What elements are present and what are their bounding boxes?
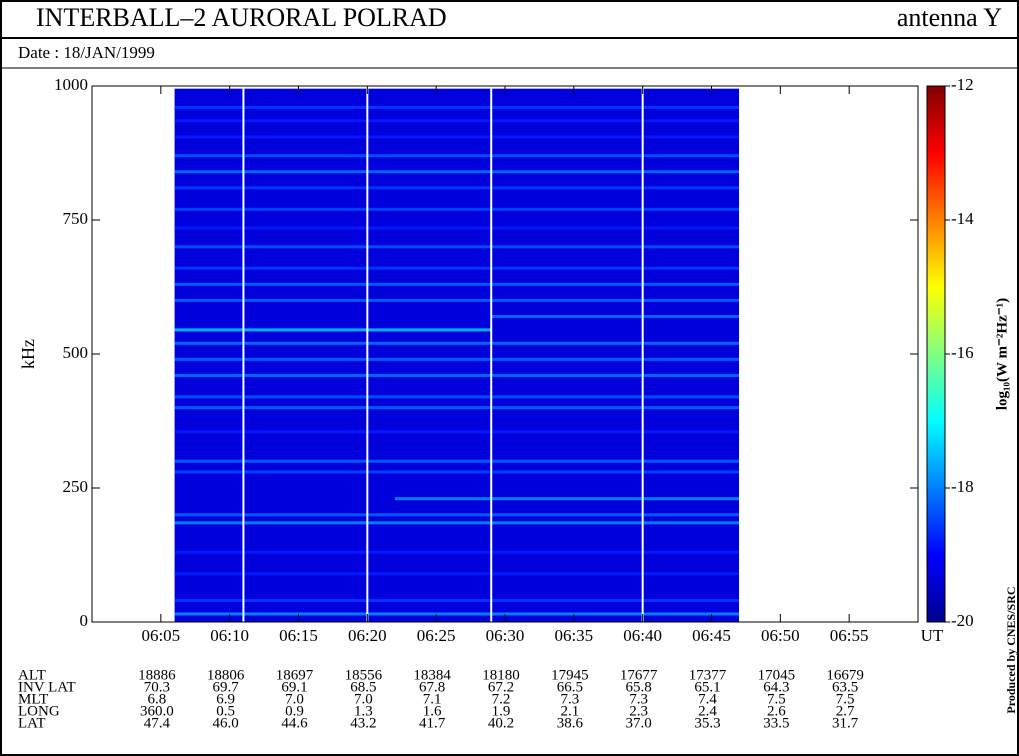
colorbar-tick-label: -14 xyxy=(951,209,974,228)
emission-band xyxy=(175,406,739,409)
emission-band xyxy=(175,612,739,615)
credit: Produced by CNES/SRC xyxy=(1004,586,1018,713)
chart: INTERBALL–2 AURORAL POLRAD antenna Y Dat… xyxy=(0,0,1019,756)
emission-band xyxy=(175,460,739,463)
emission-band xyxy=(175,267,739,270)
emission-band xyxy=(175,470,739,473)
emission-band xyxy=(175,299,739,302)
ephemeris-value: 38.6 xyxy=(557,715,584,731)
ephemeris-value: 31.7 xyxy=(832,715,859,731)
ephemeris-value: 41.7 xyxy=(419,715,446,731)
x-tick-label: 06:10 xyxy=(210,626,249,645)
ephemeris-value: 43.2 xyxy=(350,715,376,731)
ephemeris-value: 37.0 xyxy=(626,715,652,731)
colorbar-label: log₁₀(W m⁻²Hz⁻¹) xyxy=(994,298,1010,410)
emission-band xyxy=(175,374,739,377)
ephemeris-value: 47.4 xyxy=(144,715,171,731)
emission-band xyxy=(175,342,739,345)
emission-band xyxy=(175,208,739,211)
y-tick-label: 0 xyxy=(80,611,89,630)
y-tick-label: 250 xyxy=(63,477,89,496)
emission-band xyxy=(175,135,739,138)
emission-band xyxy=(175,551,739,554)
x-tick-label: 06:25 xyxy=(417,626,456,645)
colorbar-tick-label: -20 xyxy=(951,611,974,630)
x-tick-label: 06:30 xyxy=(486,626,525,645)
emission-band xyxy=(491,315,739,318)
emission-band xyxy=(175,245,739,248)
x-tick-label: 06:50 xyxy=(761,626,800,645)
emission-band xyxy=(175,430,739,433)
emission-band xyxy=(175,154,739,157)
y-tick-label: 500 xyxy=(63,343,89,362)
ephemeris-value: 46.0 xyxy=(213,715,239,731)
ephemeris-label: LAT xyxy=(18,715,46,731)
x-tick-label: 06:05 xyxy=(141,626,180,645)
emission-band xyxy=(175,599,739,602)
y-tick-label: 1000 xyxy=(54,75,88,94)
colorbar-tick-label: -12 xyxy=(951,75,974,94)
colorbar-tick-label: -16 xyxy=(951,343,974,362)
x-tick-label: 06:55 xyxy=(830,626,869,645)
ephemeris-value: 44.6 xyxy=(281,715,308,731)
emission-band xyxy=(175,170,739,173)
x-tick-label: 06:35 xyxy=(554,626,593,645)
ephemeris-value: 40.2 xyxy=(488,715,514,731)
page: INTERBALL–2 AURORAL POLRAD antenna Y Dat… xyxy=(0,0,1019,756)
colorbar xyxy=(927,86,945,622)
x-tick-label: 06:15 xyxy=(279,626,318,645)
emission-band xyxy=(175,283,739,286)
emission-band xyxy=(175,119,739,122)
emission-band xyxy=(175,513,739,516)
ephemeris-value: 33.5 xyxy=(763,715,789,731)
x-tick-label: 06:20 xyxy=(348,626,387,645)
antenna-label: antenna Y xyxy=(897,3,1002,32)
colorbar-tick-label: -18 xyxy=(951,477,974,496)
emission-band xyxy=(175,106,739,109)
x-tick-label: 06:40 xyxy=(623,626,662,645)
emission-band xyxy=(175,521,739,524)
y-tick-label: 750 xyxy=(63,209,89,228)
emission-band xyxy=(175,328,492,331)
chart-title: INTERBALL–2 AURORAL POLRAD xyxy=(36,3,447,32)
emission-band xyxy=(175,572,739,575)
emission-band xyxy=(175,227,739,230)
emission-band xyxy=(175,358,739,361)
x-tick-label: 06:45 xyxy=(692,626,731,645)
x-axis-label: UT xyxy=(921,626,944,645)
spectrogram-background xyxy=(175,89,739,622)
emission-band xyxy=(395,497,739,500)
ephemeris-value: 35.3 xyxy=(694,715,720,731)
date-label: Date : 18/JAN/1999 xyxy=(18,43,155,62)
y-axis-label: kHz xyxy=(18,339,38,369)
emission-band xyxy=(175,395,739,398)
emission-band xyxy=(175,186,739,189)
